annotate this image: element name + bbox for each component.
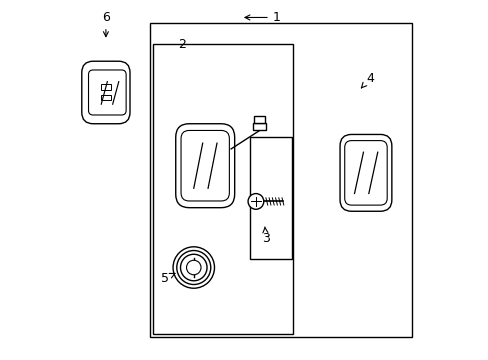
Circle shape [177,251,210,284]
Bar [252,123,266,130]
Text: 3: 3 [262,227,269,246]
Text: 1: 1 [244,11,280,24]
Circle shape [173,247,214,288]
Text: 2: 2 [178,38,185,51]
Circle shape [180,254,206,281]
FancyBboxPatch shape [339,134,391,211]
Bar [101,84,110,90]
FancyBboxPatch shape [344,141,386,205]
Bar [253,116,265,123]
Bar [101,95,110,100]
Bar [249,137,291,258]
Text: 6: 6 [102,11,110,37]
Circle shape [186,260,201,275]
Text: 4: 4 [361,72,373,88]
Bar [149,23,411,337]
FancyBboxPatch shape [181,130,229,201]
FancyBboxPatch shape [175,124,234,208]
Text: 5: 5 [161,272,175,285]
FancyBboxPatch shape [81,61,130,124]
Bar [153,44,292,334]
FancyBboxPatch shape [88,70,126,115]
Circle shape [247,194,263,209]
